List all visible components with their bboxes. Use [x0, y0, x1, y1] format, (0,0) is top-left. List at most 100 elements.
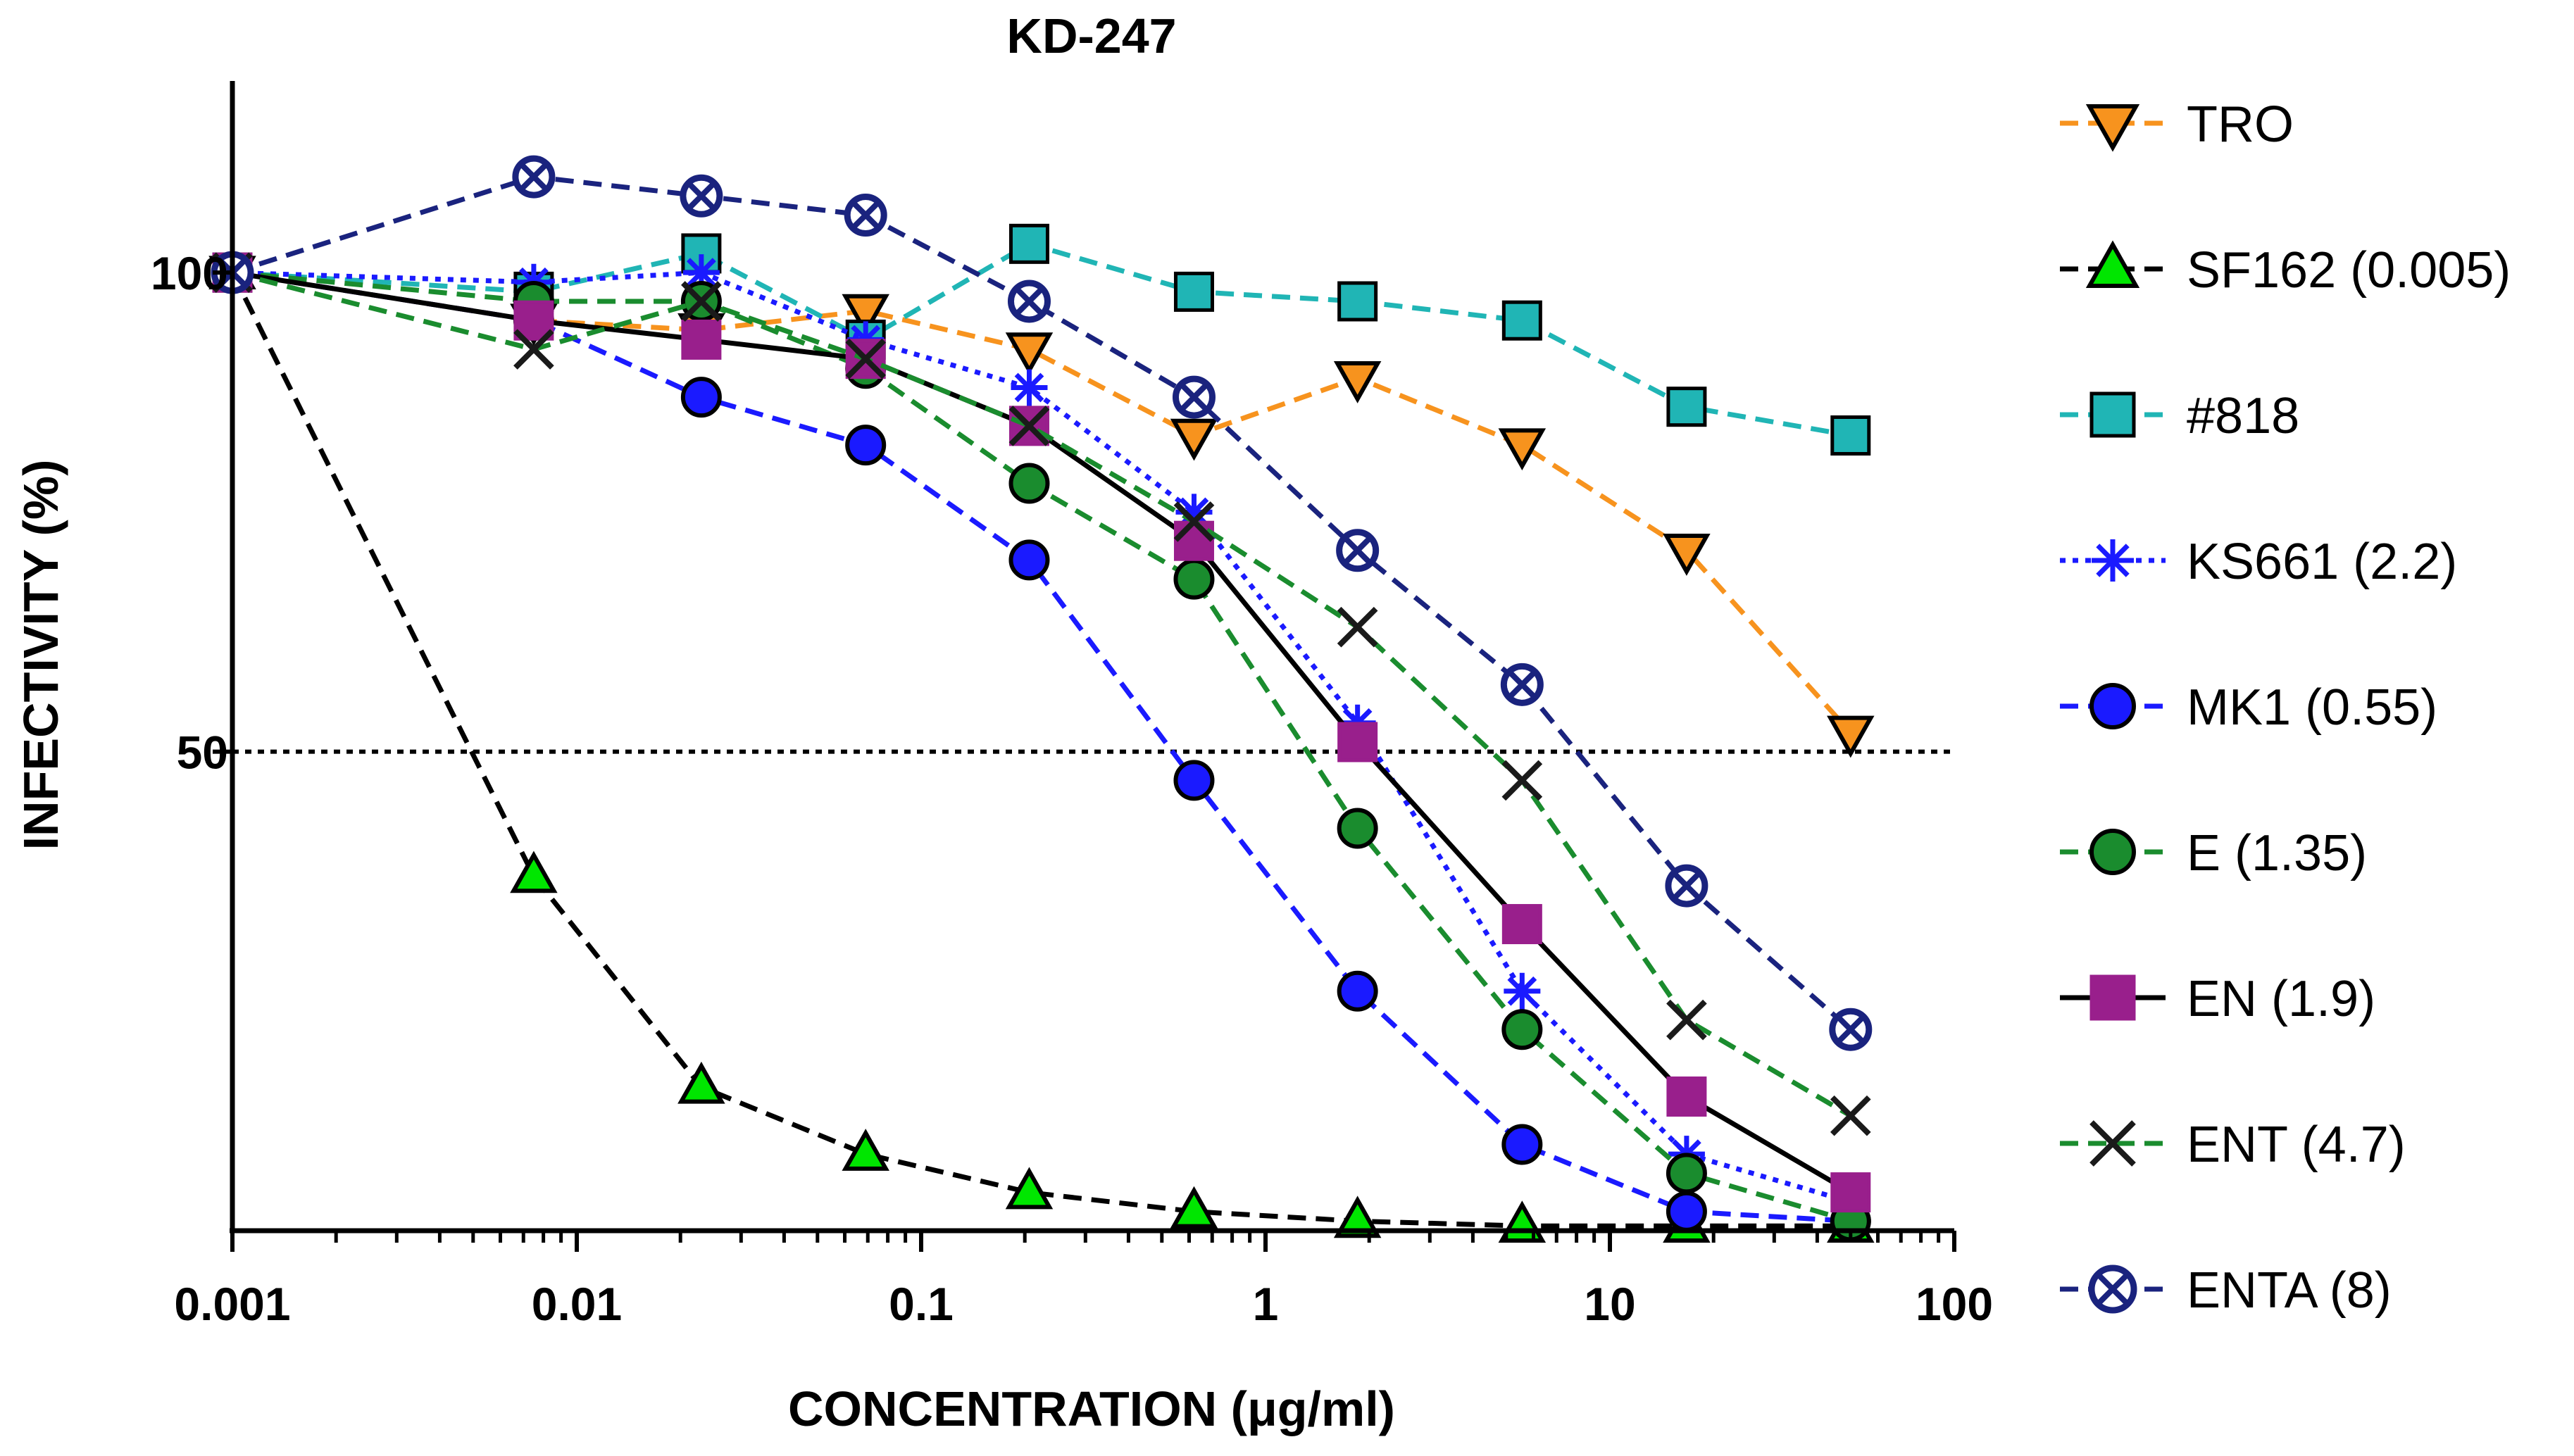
legend: TRO SF162 (0.005) #818 KS661 (2.2) MK1 (0.55…	[2060, 96, 2511, 1319]
data-point-8-1	[512, 155, 556, 199]
data-point-2-4	[1008, 223, 1049, 264]
legend-label-7: ENT (4.7)	[2187, 1117, 2406, 1173]
data-point-0-7	[1498, 428, 1547, 471]
series-line-8	[231, 174, 1853, 1031]
data-point-8-7	[1500, 663, 1544, 706]
series-7	[212, 252, 1871, 1136]
data-point-4-7	[1501, 1124, 1543, 1165]
data-point-5-6	[1337, 808, 1378, 849]
legend-label-1: SF162 (0.005)	[2187, 242, 2511, 299]
data-point-2-7	[1501, 300, 1542, 341]
data-point-4-6	[1337, 970, 1378, 1012]
data-point-3-4-spoke-3	[1014, 372, 1044, 403]
data-point-3-4	[1011, 369, 1048, 406]
series-line-7	[232, 270, 1852, 1118]
legend-label-5: E (1.35)	[2187, 825, 2367, 881]
y-tick-label-1: 100	[151, 247, 228, 299]
data-point-5-5	[1173, 558, 1215, 600]
data-point-7-4-stroke-b	[1008, 406, 1050, 446]
data-point-0-8	[1663, 534, 1711, 576]
data-point-8-2	[680, 174, 723, 218]
data-point-7-8	[1666, 999, 1707, 1041]
x-tick-label-0: 0.001	[174, 1278, 290, 1330]
data-point-8-3-stroke-b	[851, 200, 881, 230]
data-point-8-2-stroke-b	[686, 181, 716, 211]
legend-label-0: TRO	[2187, 96, 2294, 153]
data-point-7-9-stroke-b	[1830, 1095, 1871, 1136]
legend-label-6: EN (1.9)	[2187, 971, 2375, 1027]
data-point-5-7	[1501, 1009, 1543, 1050]
legend-item-8: ENTA (8)	[2060, 1262, 2392, 1319]
data-point-8-4	[1007, 280, 1051, 323]
data-point-4-5	[1173, 760, 1215, 801]
x-tick-label-2: 0.1	[889, 1278, 954, 1330]
data-point-0-5	[1170, 418, 1218, 461]
legend-item-7: ENT (4.7)	[2060, 1117, 2406, 1173]
legend-marker-3-spoke-3	[2096, 544, 2130, 577]
x-tick-label-5: 100	[1916, 1278, 1993, 1330]
data-point-1-4	[1005, 1167, 1054, 1210]
data-point-3-5-spoke-3	[1179, 497, 1209, 527]
data-point-8-3	[844, 194, 887, 237]
data-point-4-3	[845, 425, 887, 466]
legend-label-4: MK1 (0.55)	[2187, 679, 2437, 736]
data-point-8-6	[1336, 529, 1380, 572]
legend-item-6: EN (1.9)	[2060, 971, 2375, 1027]
data-point-8-7-stroke-b	[1507, 670, 1537, 700]
x-axis-label: CONCENTRATION (μg/ml)	[788, 1381, 1395, 1436]
data-point-7-7-stroke-b	[1501, 760, 1543, 801]
series-6	[212, 252, 1871, 1213]
data-point-4-4	[1008, 539, 1050, 581]
data-point-2-6	[1337, 281, 1378, 322]
data-point-1-1	[510, 851, 558, 893]
data-point-8-5-stroke-b	[1179, 382, 1209, 413]
data-point-6-5	[1173, 520, 1214, 561]
series-line-0	[232, 270, 1853, 734]
data-point-7-9	[1830, 1095, 1871, 1136]
data-point-6-1	[513, 300, 554, 341]
data-point-7-6	[1337, 606, 1378, 648]
data-point-4-8	[1666, 1191, 1707, 1232]
data-point-3-2-spoke-3	[687, 258, 716, 288]
legend-item-2: #818	[2060, 388, 2299, 444]
legend-marker-1	[2085, 240, 2140, 288]
data-point-0-4	[1005, 332, 1054, 375]
data-point-5-8	[1666, 1153, 1707, 1194]
tick-layer: 0.001 0.01 0.1 1 10 100 50 100	[151, 247, 1993, 1330]
legend-item-3: KS661 (2.2)	[2060, 534, 2457, 590]
data-point-8-9-stroke-b	[1835, 1015, 1866, 1045]
legend-marker-8	[2088, 1264, 2137, 1314]
data-point-7-5-stroke-b	[1173, 501, 1215, 542]
data-point-5-4	[1008, 463, 1050, 504]
legend-marker-6	[2089, 974, 2136, 1021]
x-tick-label-3: 1	[1253, 1278, 1279, 1330]
series-line-6	[232, 270, 1852, 1195]
data-point-7-1-stroke-b	[513, 329, 554, 370]
data-point-7-2	[681, 281, 722, 322]
data-point-7-2-stroke-b	[681, 281, 722, 322]
data-point-3-7-spoke-3	[1507, 976, 1537, 1006]
data-point-6-8	[1666, 1076, 1707, 1117]
data-point-7-3-stroke-b	[845, 338, 887, 379]
data-point-8-6-stroke-b	[1342, 535, 1373, 565]
legend-marker-8-stroke-b	[2096, 1272, 2130, 1306]
legend-label-3: KS661 (2.2)	[2187, 534, 2457, 590]
legend-item-1: SF162 (0.005)	[2060, 240, 2511, 299]
data-point-2-5	[1173, 271, 1214, 312]
data-point-3-7	[1504, 972, 1541, 1010]
data-point-0-3	[842, 294, 889, 337]
legend-marker-2	[2089, 391, 2136, 438]
series-line-5	[232, 270, 1851, 1224]
data-point-6-2	[681, 319, 722, 360]
legend-marker-5	[2089, 829, 2136, 875]
chart-title: KD-247	[1006, 8, 1176, 63]
data-point-8-1-stroke-b	[518, 162, 549, 192]
legend-marker-7	[2089, 1120, 2136, 1167]
series-line-2	[232, 241, 1851, 438]
data-point-0-6	[1333, 361, 1382, 403]
x-tick-label-4: 10	[1584, 1278, 1635, 1330]
data-point-7-8-stroke-b	[1666, 999, 1707, 1041]
legend-marker-4	[2089, 683, 2136, 729]
data-point-7-7	[1501, 760, 1543, 801]
